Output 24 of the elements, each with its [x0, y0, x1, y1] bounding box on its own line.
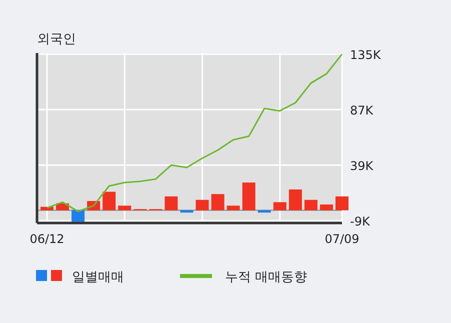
bar	[211, 194, 224, 210]
bar	[320, 204, 333, 210]
y-tick-label: 39K	[350, 159, 374, 174]
bar	[242, 182, 256, 210]
bar	[72, 210, 85, 222]
bar	[102, 192, 116, 210]
line-series	[46, 53, 343, 212]
bar	[288, 189, 302, 210]
bar	[226, 206, 240, 210]
bar	[273, 202, 286, 210]
y-tick-label: 87K	[350, 104, 374, 118]
bar	[336, 196, 348, 210]
bar	[40, 206, 54, 210]
x-tick-label: 06/12	[30, 232, 64, 246]
bar	[164, 196, 178, 210]
bar	[118, 206, 132, 210]
y-tick-label: 135K	[350, 48, 382, 62]
bar	[304, 200, 318, 210]
chart-title: 외국인	[37, 32, 76, 47]
y-tick-label: -9K	[350, 214, 371, 229]
legend-label: 일별매매	[72, 270, 124, 285]
legend-label: 누적 매매동향	[225, 270, 308, 285]
x-tick-label: 07/09	[324, 232, 360, 246]
bar	[196, 200, 209, 210]
